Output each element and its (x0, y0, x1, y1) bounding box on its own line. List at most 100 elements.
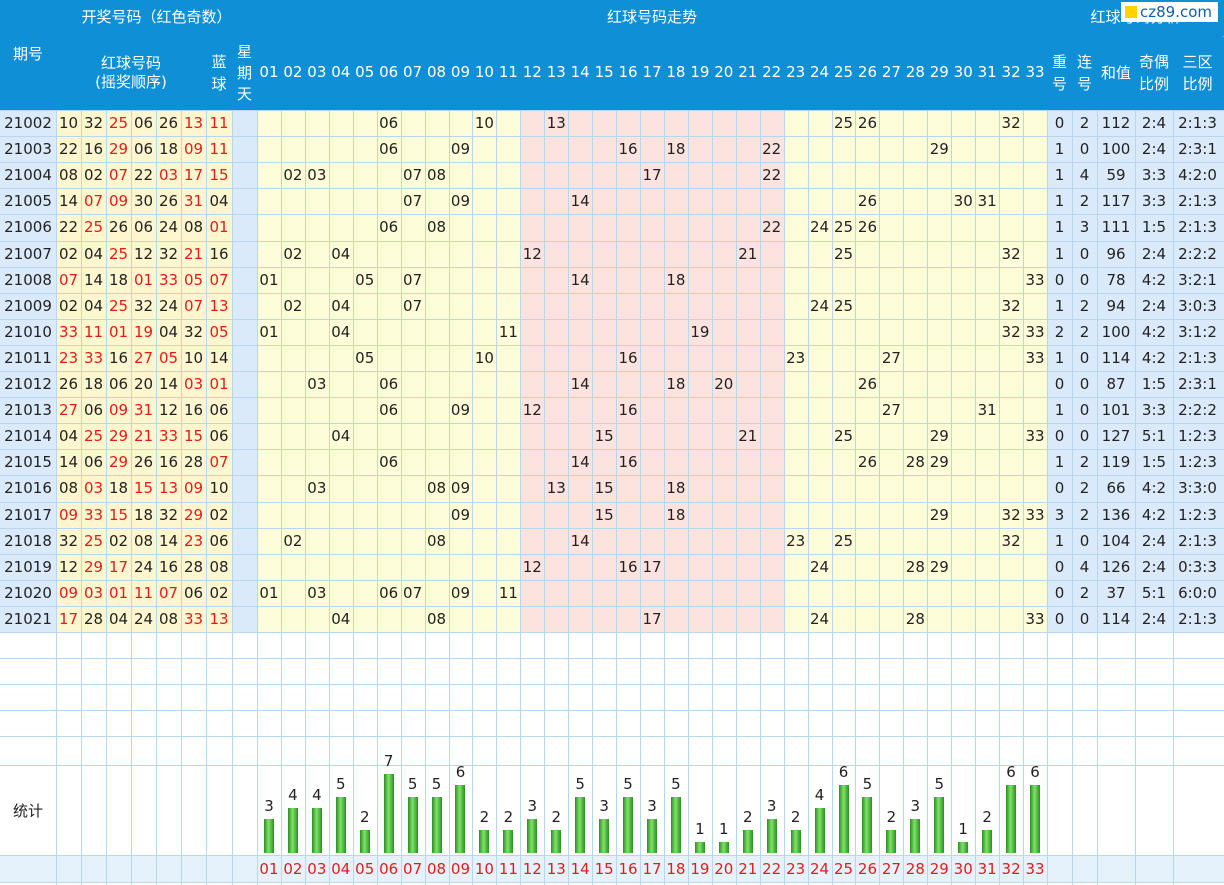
analysis-cell-sum: 100 (1101, 322, 1131, 341)
analysis-cell-odd-even: 2:4 (1141, 296, 1167, 315)
blue-ball-cell: 11 (209, 114, 229, 133)
stat-bar (527, 819, 538, 853)
trend-hit-cell: 15 (594, 479, 614, 498)
red-ball-cell: 08 (183, 218, 204, 237)
red-ball-cell: 26 (158, 114, 179, 133)
grid-vline (352, 0, 354, 885)
stat-bar (431, 796, 442, 853)
grid-vline (735, 0, 737, 885)
trend-hit-cell: 01 (259, 270, 279, 289)
trend-hit-cell: 03 (307, 375, 327, 394)
trend-hit-cell: 02 (283, 296, 303, 315)
red-ball-cell: 02 (58, 296, 79, 315)
analysis-cell-odd-even: 3:3 (1141, 166, 1167, 185)
grid-vline (759, 0, 761, 885)
grid-vline (106, 0, 107, 885)
period-cell: 21017 (4, 505, 52, 524)
stat-bar-value: 4 (288, 785, 298, 804)
red-ball-cell: 12 (158, 401, 179, 420)
grid-vline (131, 0, 132, 885)
trend-hit-cell: 32 (1001, 505, 1021, 524)
red-ball-cell: 07 (108, 166, 129, 185)
stat-category-label: 06 (379, 859, 399, 878)
red-ball-cell: 05 (158, 348, 179, 367)
period-cell: 21004 (4, 166, 52, 185)
stat-bar-value: 6 (1030, 763, 1040, 782)
stat-bar (694, 841, 705, 853)
analysis-cell-repeat: 0 (1054, 609, 1065, 628)
blue-ball-cell: 16 (209, 244, 229, 263)
stat-category-label: 20 (714, 859, 734, 878)
stat-bar-value: 5 (862, 774, 873, 793)
blue-ball-cell: 13 (209, 296, 229, 315)
red-ball-cell: 26 (133, 453, 154, 472)
trend-hit-cell: 06 (379, 375, 399, 394)
trend-col-header: 24 (807, 36, 832, 110)
red-balls-title: 红球号码 (100, 53, 161, 72)
analysis-cell-repeat: 1 (1054, 531, 1065, 550)
trend-hit-cell: 04 (331, 296, 351, 315)
red-ball-cell: 26 (58, 375, 79, 394)
trend-hit-cell: 26 (857, 375, 877, 394)
stat-category-label: 16 (618, 859, 638, 878)
red-ball-cell: 24 (158, 218, 179, 237)
stat-bar-value: 3 (599, 797, 609, 816)
stat-bar-value: 5 (671, 774, 681, 793)
blue-ball-cell: 06 (209, 401, 229, 420)
grid-vline (1023, 0, 1025, 885)
stat-bar-value: 5 (407, 774, 418, 793)
red-ball-cell: 32 (158, 505, 179, 524)
red-ball-cell: 04 (58, 427, 79, 446)
trend-hit-cell: 08 (426, 609, 447, 628)
trend-hit-cell: 29 (929, 505, 949, 524)
blue-ball-cell: 01 (209, 375, 229, 394)
red-ball-cell: 08 (58, 166, 79, 185)
red-ball-cell: 24 (158, 296, 179, 315)
period-cell: 21002 (4, 114, 52, 133)
trend-hit-cell: 13 (546, 479, 566, 498)
stat-category-label: 10 (474, 859, 494, 878)
period-cell: 21009 (4, 296, 52, 315)
trend-hit-cell: 27 (881, 348, 901, 367)
stat-category-label: 23 (786, 859, 806, 878)
red-ball-cell: 25 (108, 114, 129, 133)
analysis-cell-odd-even: 1:5 (1141, 218, 1167, 237)
grid-hline (0, 501, 1224, 503)
trend-hit-cell: 03 (307, 583, 327, 602)
stat-bar (311, 807, 322, 853)
red-balls-subtitle: (摇奖顺序) (95, 73, 167, 91)
trend-hit-cell: 04 (331, 609, 351, 628)
red-ball-cell: 07 (58, 270, 79, 289)
analysis-cell-consecutive: 2 (1079, 453, 1090, 472)
grid-vline (879, 0, 881, 885)
trend-hit-cell: 05 (355, 348, 375, 367)
analysis-cell-odd-even: 2:4 (1141, 244, 1167, 263)
stat-category-label: 25 (833, 859, 854, 878)
grid-vline (1135, 0, 1136, 885)
trend-hit-cell: 22 (762, 140, 782, 159)
trend-hit-cell: 31 (977, 401, 997, 420)
analysis-cell-odd-even: 1:5 (1141, 453, 1167, 472)
stat-category-label: 17 (642, 859, 662, 878)
stat-bar (742, 830, 753, 853)
period-cell: 21015 (4, 453, 52, 472)
stat-bar-value: 2 (886, 808, 897, 827)
trend-hit-cell: 21 (738, 427, 758, 446)
trend-hit-cell: 04 (331, 427, 351, 446)
red-ball-cell: 09 (108, 401, 129, 420)
red-ball-cell: 20 (133, 375, 154, 394)
stat-bar (479, 830, 490, 853)
analysis-cell-sum: 112 (1101, 114, 1131, 133)
trend-hit-cell: 22 (762, 218, 782, 237)
grid-vline (232, 0, 233, 885)
red-ball-cell: 06 (133, 114, 154, 133)
analysis-cell-consecutive: 0 (1079, 375, 1090, 394)
red-ball-cell: 06 (133, 140, 154, 159)
zones-header: 三区比例 (1173, 36, 1222, 110)
stat-bar (766, 819, 777, 853)
trend-hit-cell: 29 (929, 427, 949, 446)
period-header: 期号 (0, 0, 56, 110)
stat-category-label: 30 (953, 859, 973, 878)
trend-hit-cell: 24 (810, 296, 830, 315)
stat-bar (958, 841, 969, 853)
